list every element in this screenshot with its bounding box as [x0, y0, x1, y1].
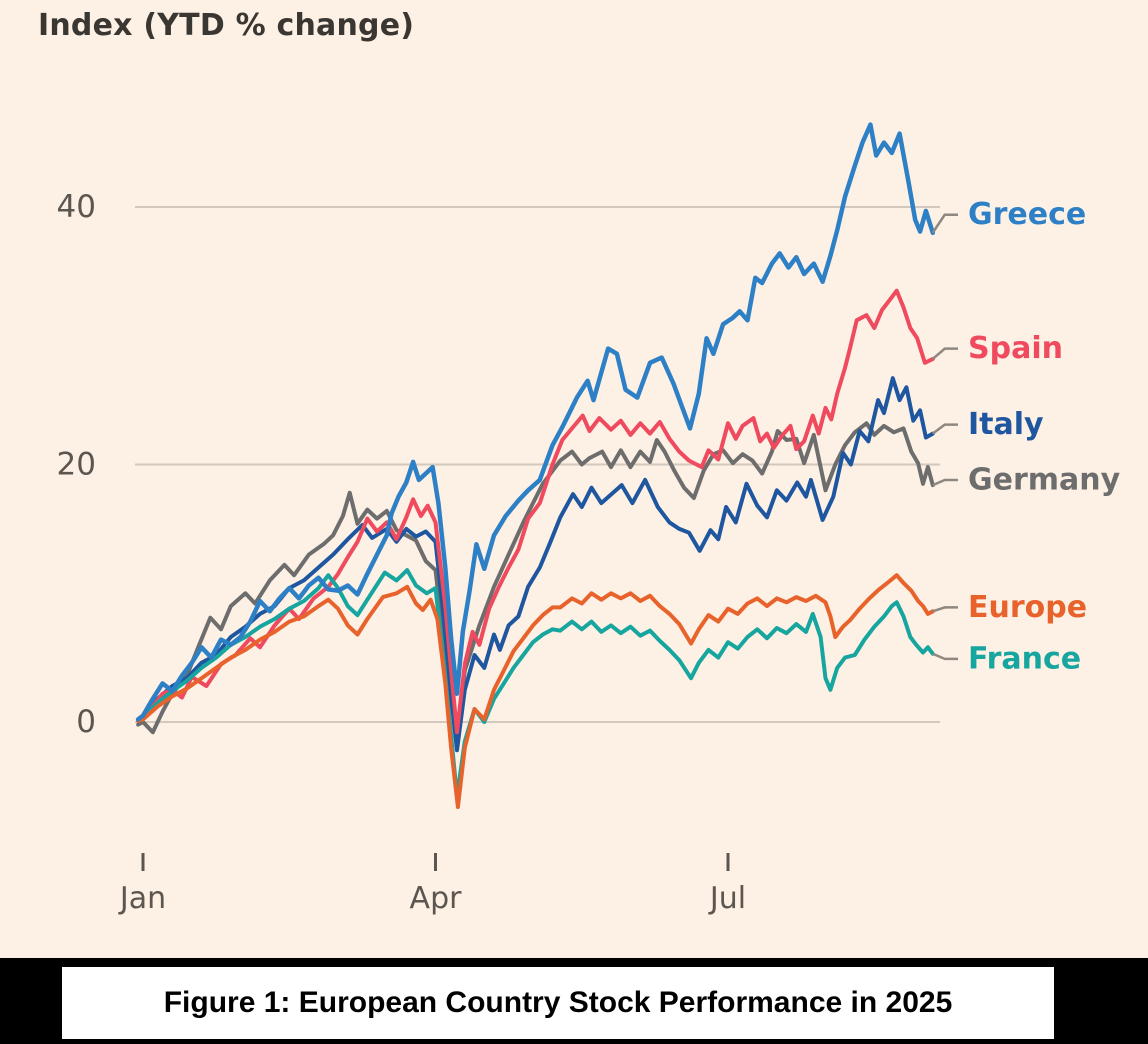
series-line-greece	[135, 122, 936, 722]
y-axis-label-20: 20	[57, 447, 96, 483]
series-line-germany	[136, 421, 935, 737]
series-label-spain: Spain	[968, 331, 1063, 366]
series-label-greece: Greece	[968, 197, 1086, 232]
chart-title: Index (YTD % change)	[38, 8, 415, 43]
x-axis-label-jan: Jan	[118, 881, 166, 916]
x-axis-label-apr: Apr	[410, 881, 463, 916]
y-axis-label-0: 0	[76, 704, 96, 740]
series-label-germany: Germany	[968, 462, 1121, 497]
label-connector-europe	[932, 606, 958, 613]
series-line-spain	[136, 288, 935, 735]
series-label-europe: Europe	[968, 590, 1087, 625]
label-connector-spain	[931, 347, 958, 360]
caption-text: Figure 1: European Country Stock Perform…	[163, 986, 953, 1019]
x-axis-label-jul: Jul	[708, 881, 746, 916]
series-line-europe	[136, 573, 935, 809]
line-chart: 0 20 40 Jan Apr Jul Greece Spain Italy Germany Eur…	[57, 122, 1121, 916]
series-label-france: France	[968, 641, 1081, 676]
y-axis-label-40: 40	[57, 189, 96, 225]
label-connector-germany	[932, 478, 958, 487]
label-connector-france	[932, 652, 958, 661]
series-label-italy: Italy	[968, 407, 1044, 442]
label-connector-greece	[931, 213, 958, 234]
caption-box: Figure 1: European Country Stock Perform…	[62, 967, 1054, 1039]
caption-band: Figure 1: European Country Stock Perform…	[0, 958, 1148, 1044]
series-line-italy	[136, 376, 935, 753]
label-connector-italy	[931, 423, 958, 435]
